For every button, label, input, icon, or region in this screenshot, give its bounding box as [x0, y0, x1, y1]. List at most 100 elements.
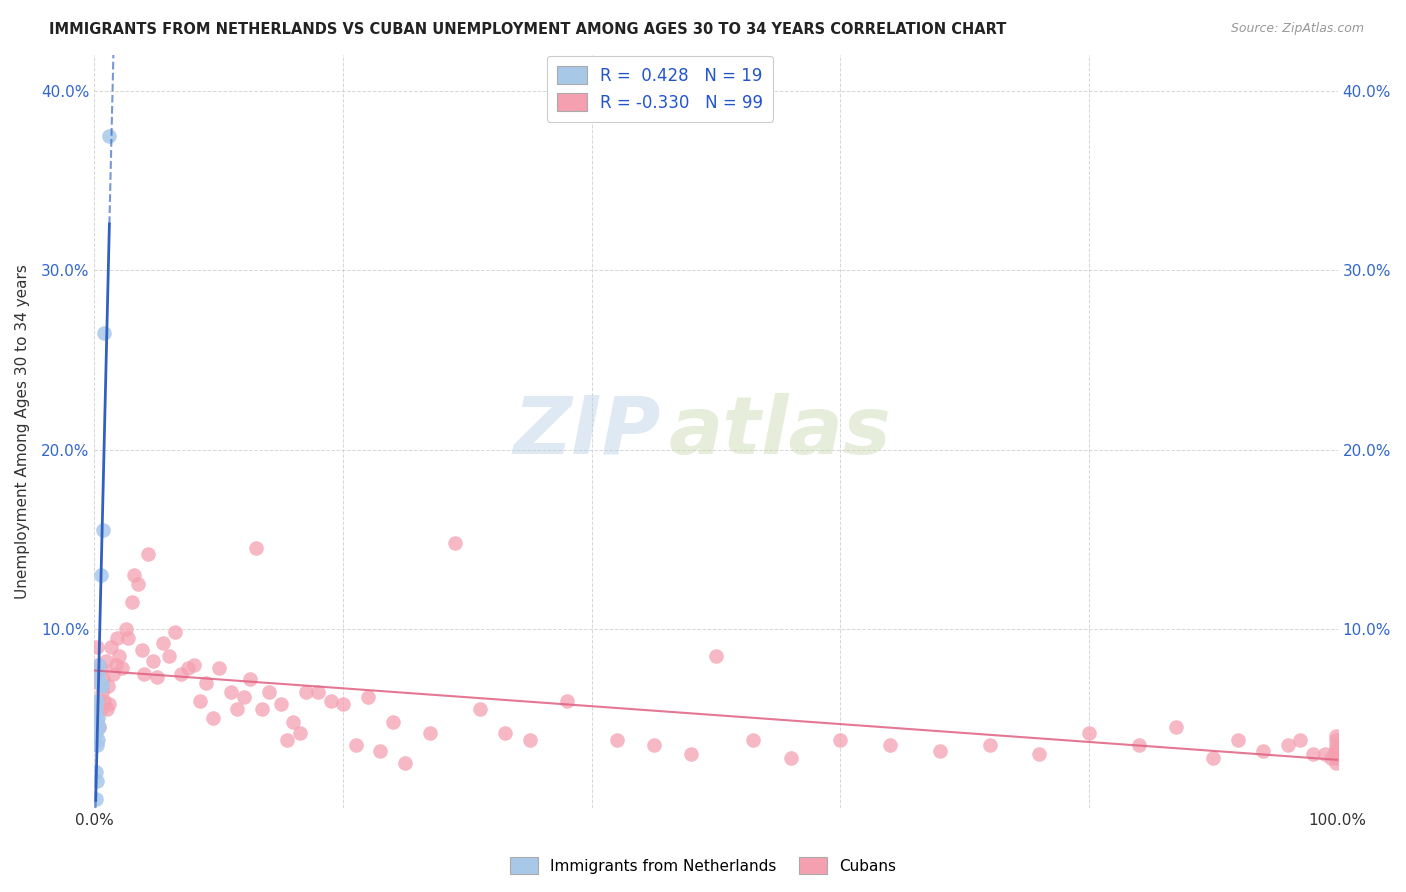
Point: [105, 631, 128, 645]
Point: [288, 726, 311, 740]
Text: ZIP: ZIP: [513, 392, 659, 471]
Point: [89, 675, 111, 690]
Point: [1320, 751, 1343, 765]
Point: [89, 720, 111, 734]
Point: [219, 684, 242, 698]
Point: [295, 684, 318, 698]
Point: [1302, 747, 1324, 762]
Point: [381, 714, 404, 729]
Point: [84, 726, 107, 740]
Point: [122, 568, 145, 582]
Point: [519, 733, 541, 747]
Point: [979, 739, 1001, 753]
Point: [90, 702, 112, 716]
Point: [232, 690, 254, 704]
Point: [177, 661, 200, 675]
Point: [1227, 733, 1250, 747]
Point: [84, 765, 107, 780]
Point: [1324, 744, 1347, 758]
Legend: R =  0.428   N = 19, R = -0.330   N = 99: R = 0.428 N = 19, R = -0.330 N = 99: [547, 56, 773, 121]
Point: [742, 733, 765, 747]
Point: [704, 648, 727, 663]
Point: [1078, 726, 1101, 740]
Point: [928, 744, 950, 758]
Point: [90, 684, 112, 698]
Point: [319, 693, 342, 707]
Point: [94, 654, 117, 668]
Point: [86, 702, 108, 716]
Text: IMMIGRANTS FROM NETHERLANDS VS CUBAN UNEMPLOYMENT AMONG AGES 30 TO 34 YEARS CORR: IMMIGRANTS FROM NETHERLANDS VS CUBAN UNE…: [49, 22, 1007, 37]
Point: [419, 726, 441, 740]
Text: atlas: atlas: [669, 392, 891, 471]
Point: [90, 679, 112, 693]
Point: [170, 666, 193, 681]
Point: [86, 739, 108, 753]
Point: [131, 643, 153, 657]
Point: [606, 733, 628, 747]
Point: [97, 679, 120, 693]
Point: [201, 711, 224, 725]
Point: [1164, 720, 1187, 734]
Point: [117, 631, 139, 645]
Point: [84, 792, 107, 806]
Point: [494, 726, 516, 740]
Point: [136, 547, 159, 561]
Point: [283, 714, 305, 729]
Point: [1128, 739, 1150, 753]
Point: [1289, 733, 1312, 747]
Y-axis label: Unemployment Among Ages 30 to 34 years: Unemployment Among Ages 30 to 34 years: [15, 264, 30, 599]
Point: [86, 714, 108, 729]
Point: [87, 693, 110, 707]
Point: [830, 733, 852, 747]
Point: [98, 128, 121, 143]
Point: [681, 747, 703, 762]
Point: [555, 693, 578, 707]
Point: [91, 523, 114, 537]
Point: [468, 702, 491, 716]
Point: [89, 720, 111, 734]
Point: [370, 744, 392, 758]
Point: [276, 733, 298, 747]
Point: [357, 690, 380, 704]
Point: [134, 666, 156, 681]
Point: [121, 595, 143, 609]
Point: [208, 661, 231, 675]
Point: [86, 640, 108, 654]
Point: [1324, 747, 1347, 762]
Point: [1324, 756, 1347, 771]
Point: [114, 622, 136, 636]
Point: [1324, 739, 1347, 753]
Point: [91, 672, 114, 686]
Point: [1324, 747, 1347, 762]
Point: [84, 702, 107, 716]
Point: [226, 702, 249, 716]
Point: [1324, 733, 1347, 747]
Point: [444, 535, 467, 549]
Point: [93, 693, 115, 707]
Legend: Immigrants from Netherlands, Cubans: Immigrants from Netherlands, Cubans: [503, 851, 903, 880]
Point: [87, 666, 110, 681]
Point: [87, 657, 110, 672]
Point: [643, 739, 665, 753]
Point: [1277, 739, 1299, 753]
Point: [145, 670, 167, 684]
Point: [245, 541, 267, 556]
Point: [98, 697, 121, 711]
Point: [84, 666, 107, 681]
Point: [1028, 747, 1050, 762]
Point: [108, 648, 131, 663]
Point: [101, 666, 124, 681]
Point: [93, 326, 115, 340]
Point: [252, 702, 274, 716]
Point: [127, 577, 149, 591]
Point: [779, 751, 801, 765]
Point: [90, 661, 112, 675]
Point: [1324, 744, 1347, 758]
Point: [1202, 751, 1225, 765]
Point: [104, 657, 127, 672]
Point: [165, 625, 187, 640]
Point: [100, 640, 122, 654]
Point: [111, 661, 134, 675]
Point: [1324, 730, 1347, 744]
Point: [332, 697, 354, 711]
